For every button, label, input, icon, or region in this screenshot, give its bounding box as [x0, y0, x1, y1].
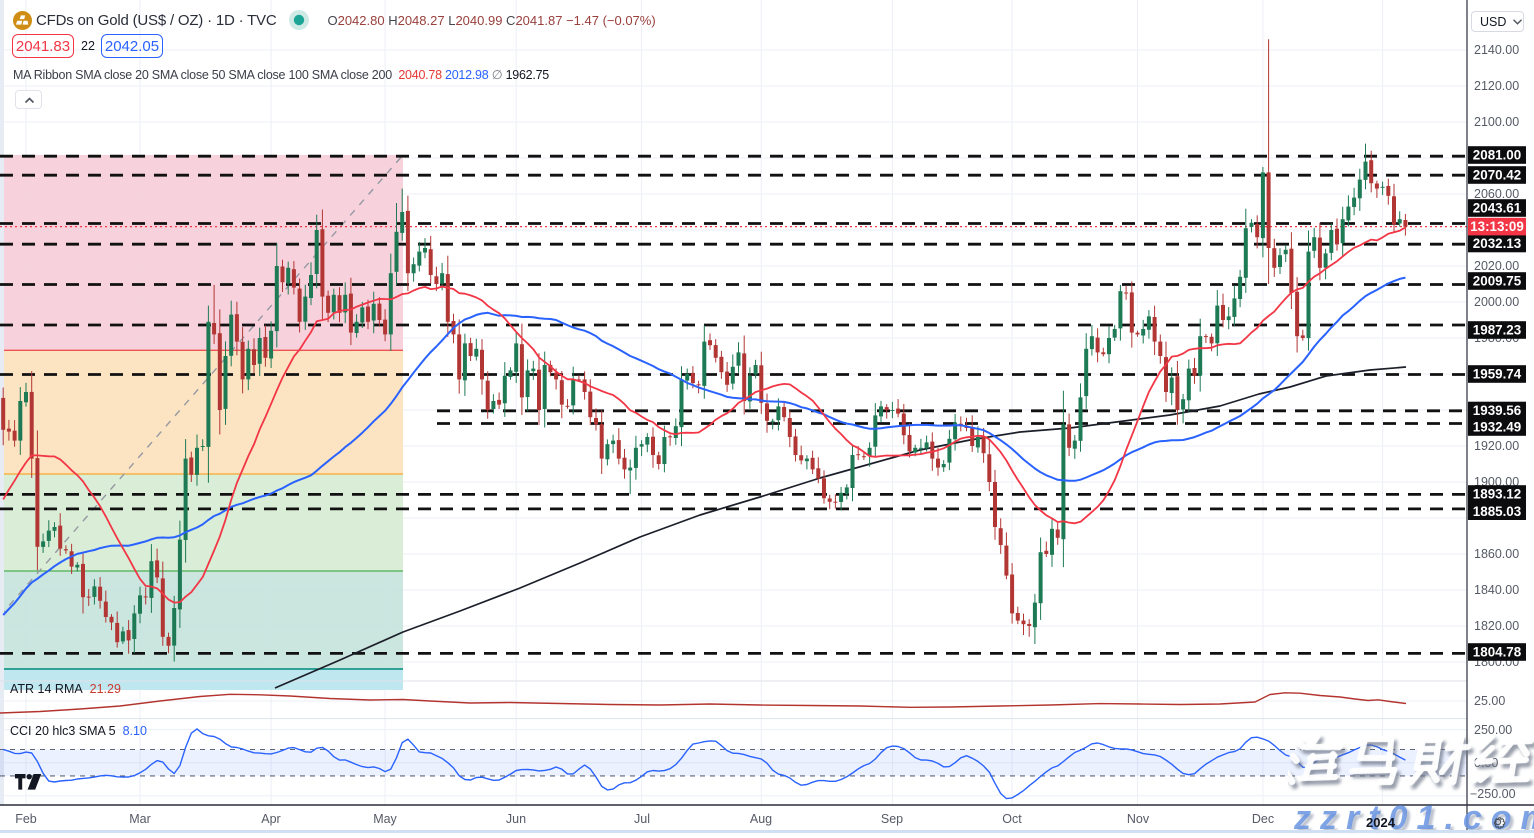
- svg-text:1939.56: 1939.56: [1473, 403, 1521, 418]
- svg-text:Mar: Mar: [129, 812, 151, 826]
- svg-text:2043.61: 2043.61: [1473, 201, 1522, 216]
- svg-text:1920.00: 1920.00: [1474, 439, 1519, 453]
- svg-text:1959.74: 1959.74: [1473, 367, 1522, 382]
- svg-text:2081.00: 2081.00: [1473, 148, 1521, 163]
- svg-text:25.00: 25.00: [1474, 694, 1505, 708]
- svg-text:Jun: Jun: [506, 812, 526, 826]
- svg-text:Aug: Aug: [750, 812, 772, 826]
- svg-text:Dec: Dec: [1252, 812, 1274, 826]
- svg-text:1804.78: 1804.78: [1473, 645, 1522, 660]
- svg-text:Apr: Apr: [261, 812, 280, 826]
- svg-text:2140.00: 2140.00: [1474, 43, 1519, 57]
- svg-text:2070.42: 2070.42: [1473, 168, 1521, 183]
- svg-text:1932.49: 1932.49: [1473, 420, 1521, 435]
- svg-text:2020.00: 2020.00: [1474, 259, 1519, 273]
- svg-text:2100.00: 2100.00: [1474, 115, 1519, 129]
- svg-text:Jul: Jul: [634, 812, 650, 826]
- svg-text:13:13:09: 13:13:09: [1470, 219, 1524, 234]
- svg-text:1987.23: 1987.23: [1473, 323, 1521, 338]
- svg-text:2032.13: 2032.13: [1473, 236, 1521, 251]
- svg-text:250.00: 250.00: [1474, 723, 1512, 737]
- svg-text:1820.00: 1820.00: [1474, 619, 1519, 633]
- svg-text:1893.12: 1893.12: [1473, 487, 1521, 502]
- svg-text:Sep: Sep: [881, 812, 903, 826]
- svg-text:2000.00: 2000.00: [1474, 295, 1519, 309]
- svg-text:1885.03: 1885.03: [1473, 504, 1521, 519]
- svg-text:2060.00: 2060.00: [1474, 187, 1519, 201]
- svg-text:May: May: [373, 812, 397, 826]
- svg-text:2120.00: 2120.00: [1474, 79, 1519, 93]
- svg-text:−250.00: −250.00: [1470, 787, 1516, 801]
- svg-text:Nov: Nov: [1127, 812, 1150, 826]
- svg-text:2009.75: 2009.75: [1473, 274, 1522, 289]
- svg-text:Oct: Oct: [1002, 812, 1022, 826]
- svg-text:Feb: Feb: [15, 812, 37, 826]
- svg-text:1840.00: 1840.00: [1474, 583, 1519, 597]
- svg-text:1860.00: 1860.00: [1474, 547, 1519, 561]
